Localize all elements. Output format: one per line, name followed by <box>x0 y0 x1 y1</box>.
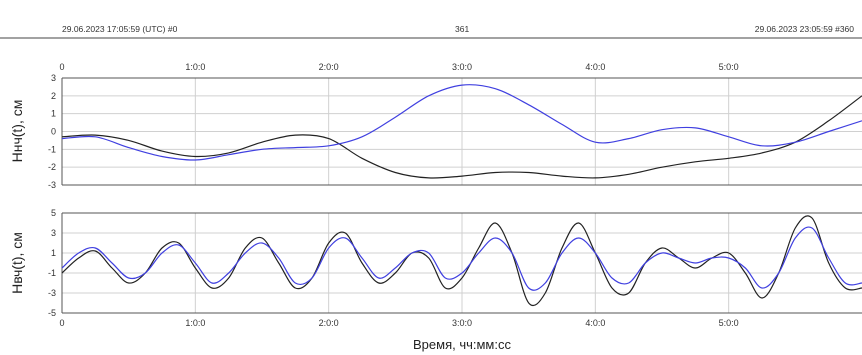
end-timestamp: 29.06.2023 23:05:59 #360 <box>754 24 854 34</box>
x-tick-label: 3:0:0 <box>452 62 472 72</box>
y-tick-label: 1 <box>51 248 56 258</box>
series-line-1 <box>61 84 862 161</box>
y-tick-label: 3 <box>51 73 56 83</box>
sample-count: 361 <box>455 24 470 34</box>
x-tick-label: 2:0:0 <box>319 318 339 328</box>
y-tick-label: 5 <box>51 208 56 218</box>
y-tick-label: -2 <box>48 162 56 172</box>
y-tick-label: -1 <box>48 268 56 278</box>
series-line-0 <box>61 95 862 179</box>
y-axis-label: Hвч(t), см <box>9 232 25 294</box>
y-axis-label: Hнч(t), см <box>9 100 25 163</box>
x-tick-label: 2:0:0 <box>319 62 339 72</box>
y-tick-label: -3 <box>48 288 56 298</box>
x-tick-label: 3:0:0 <box>452 318 472 328</box>
x-tick-label: 5:0:0 <box>719 318 739 328</box>
x-tick-label: 4:0:0 <box>585 62 605 72</box>
y-tick-label: 3 <box>51 228 56 238</box>
x-axis-label: Время, чч:мм:сс <box>413 337 511 352</box>
x-tick-label: 1:0:0 <box>185 62 205 72</box>
series-line-1 <box>61 226 862 291</box>
y-tick-label: 0 <box>51 127 56 137</box>
bottom-chart: 5 3 1 -1 -3 -50 1:0:0 2:0:0 3:0:0 4:0:0 5:0:0 Hвч(t… <box>9 208 862 352</box>
x-tick-label: 1:0:0 <box>185 318 205 328</box>
y-tick-label: -1 <box>48 144 56 154</box>
series-line-0 <box>61 215 862 307</box>
top-chart: 3 2 1 0 -1 -2 -3 0 1:0:0 2:0:0 3:0:0 4:0:0 5:0:0 Hнч(… <box>9 62 862 190</box>
x-tick-label: 0 <box>59 318 64 328</box>
start-timestamp: 29.06.2023 17:05:59 (UTC) #0 <box>62 24 178 34</box>
y-tick-label: 1 <box>51 109 56 119</box>
y-tick-label: -5 <box>48 308 56 318</box>
y-tick-label: 2 <box>51 91 56 101</box>
x-tick-label: 0 <box>59 62 64 72</box>
x-tick-label: 5:0:0 <box>719 62 739 72</box>
y-tick-label: -3 <box>48 180 56 190</box>
x-tick-label: 4:0:0 <box>585 318 605 328</box>
